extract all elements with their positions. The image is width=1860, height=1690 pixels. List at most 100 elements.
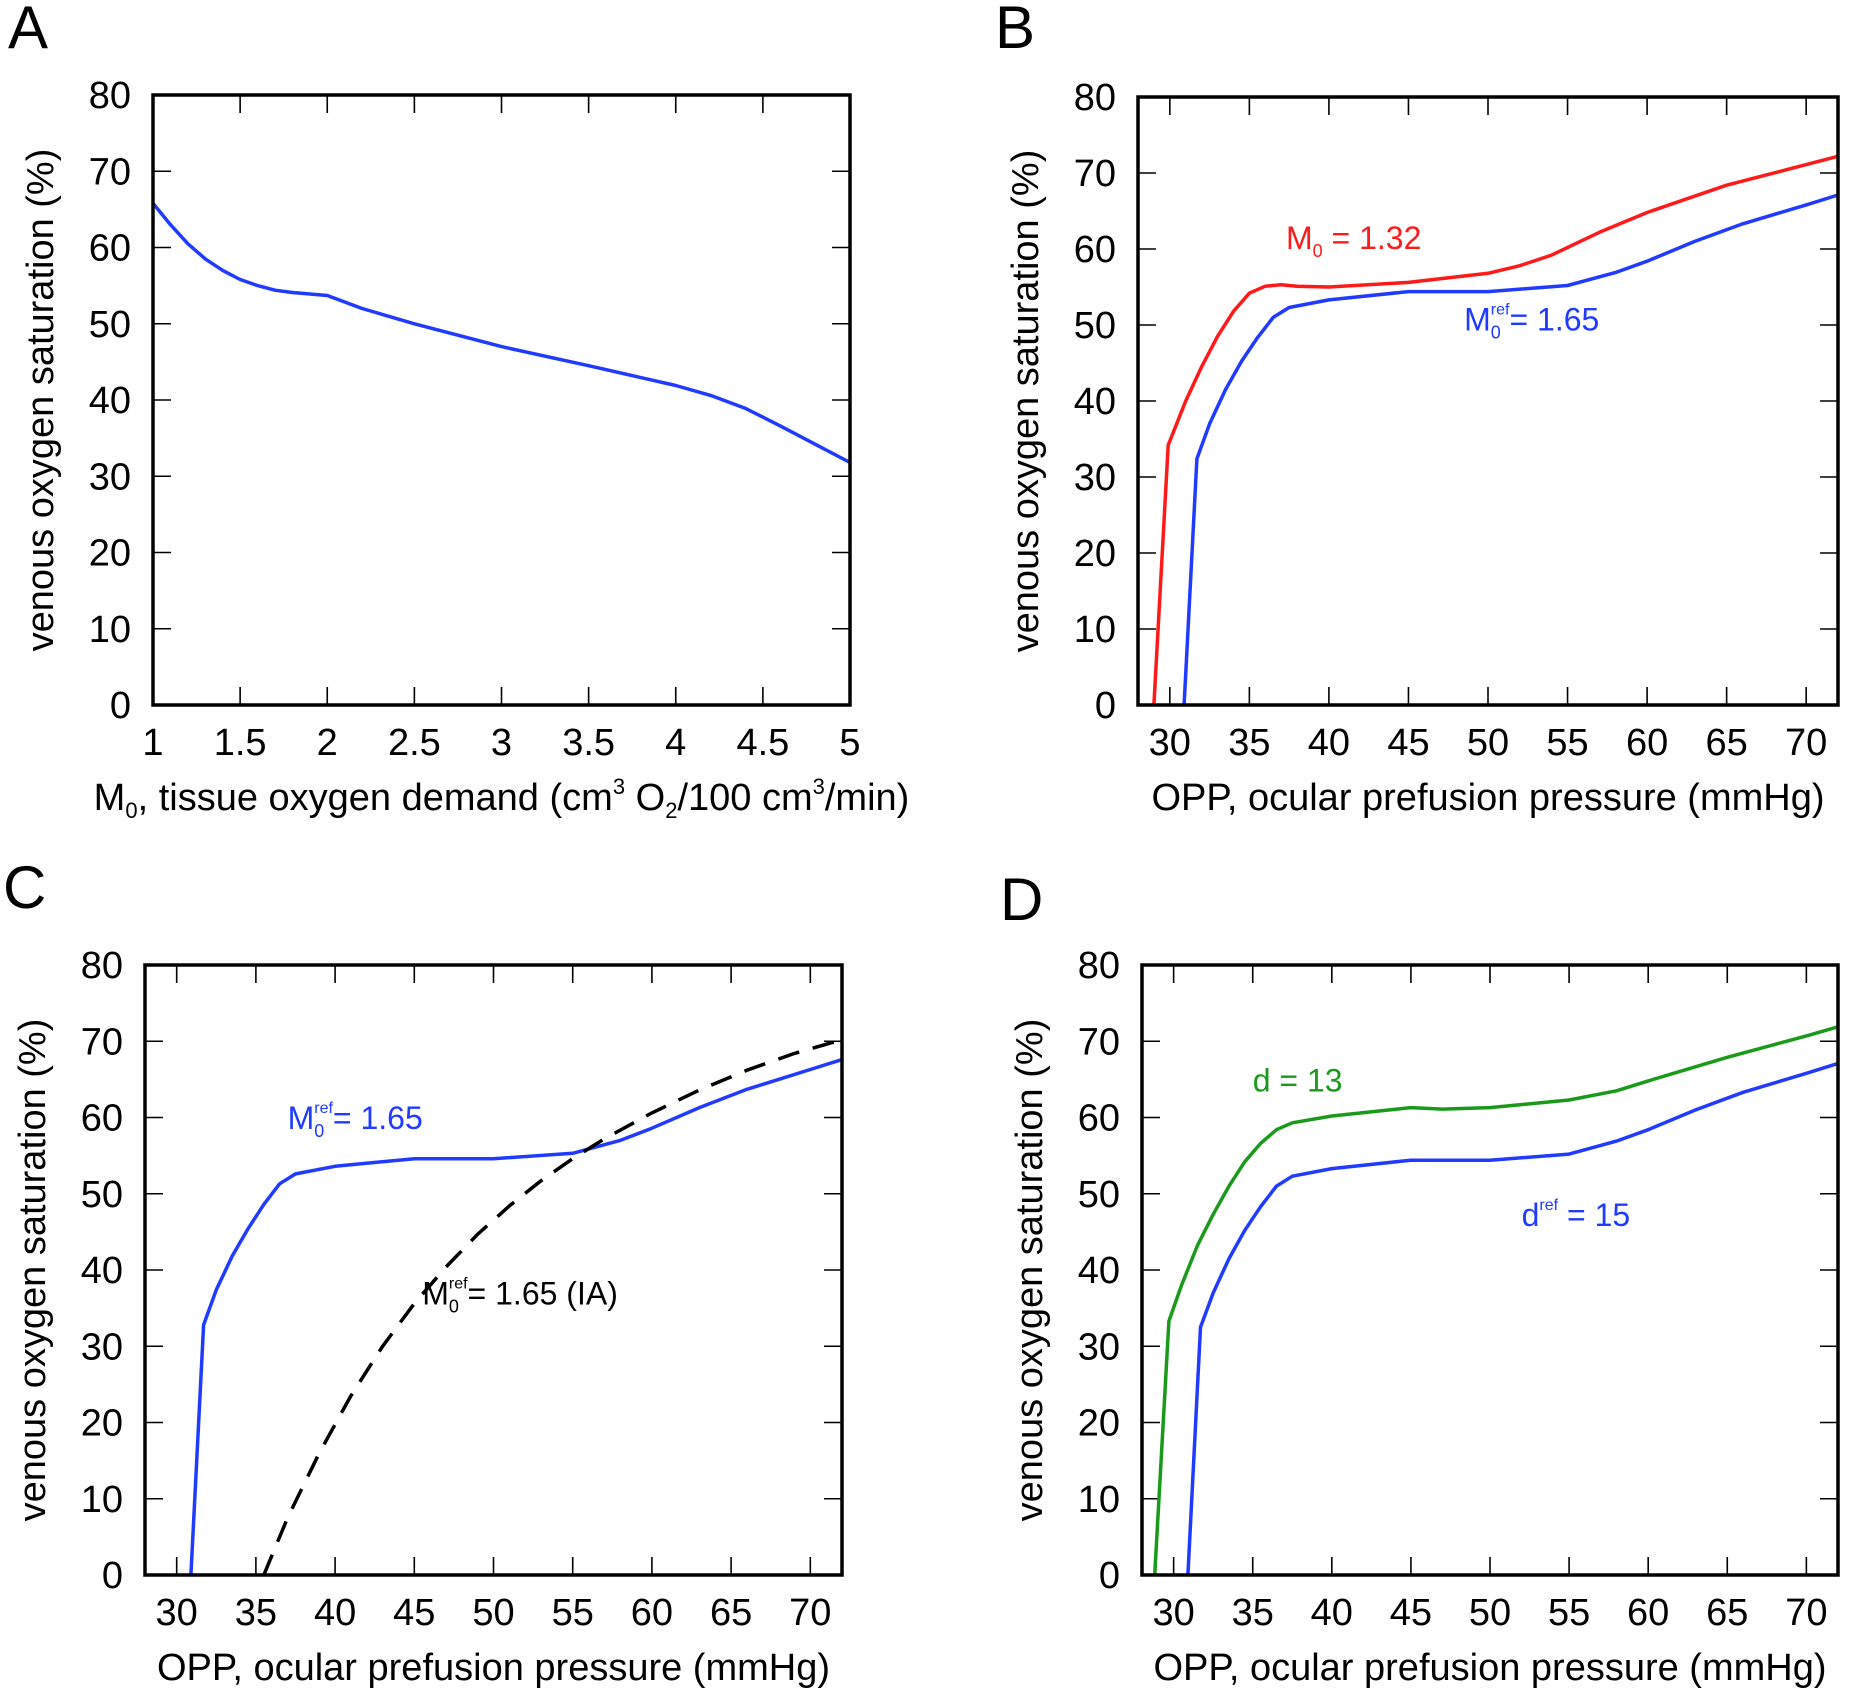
x-tick-label: 40	[314, 1592, 356, 1634]
x-tick-label: 70	[1785, 722, 1827, 764]
y-tick-label: 50	[89, 304, 131, 346]
x-tick-label: 65	[1706, 1592, 1748, 1634]
x-tick-label: 60	[1626, 722, 1668, 764]
panel-letter: C	[3, 854, 46, 921]
y-tick-label: 80	[81, 945, 123, 987]
x-tick-label: 70	[789, 1592, 831, 1634]
x-tick-label: 65	[710, 1592, 752, 1634]
x-axis-label: OPP, ocular prefusion pressure (mmHg)	[157, 1647, 830, 1689]
plot-frame	[1140, 963, 1840, 1577]
y-tick-label: 20	[1074, 533, 1116, 575]
y-tick-label: 0	[102, 1555, 123, 1597]
y-tick-label: 20	[1078, 1403, 1120, 1445]
y-tick-label: 60	[89, 228, 131, 270]
y-tick-label: 20	[89, 533, 131, 575]
plot-frame	[151, 93, 852, 707]
y-tick-label: 70	[1074, 153, 1116, 195]
annotation: dref = 15	[1522, 1197, 1631, 1233]
series-line-2	[1182, 193, 1839, 706]
x-tick-label: 3.5	[562, 722, 615, 764]
annotation: M0ref= 1.65 (IA)	[422, 1275, 618, 1316]
x-tick-label: 40	[1311, 1592, 1353, 1634]
y-tick-label: 10	[1078, 1479, 1120, 1521]
y-tick-label: 40	[81, 1250, 123, 1292]
y-tick-label: 40	[1074, 381, 1116, 423]
x-tick-label: 55	[1548, 1592, 1590, 1634]
x-tick-label: 50	[472, 1592, 514, 1634]
series-line-1	[1152, 154, 1839, 706]
x-tick-label: 2	[317, 722, 338, 764]
y-axis-label: venous oxygen saturation (%)	[12, 1019, 54, 1522]
series-line-2	[262, 1038, 843, 1576]
y-tick-label: 30	[1074, 457, 1116, 499]
x-tick-label: 1	[142, 722, 163, 764]
x-tick-label: 50	[1469, 1592, 1511, 1634]
y-tick-label: 10	[89, 609, 131, 651]
y-tick-label: 10	[81, 1479, 123, 1521]
series-line-2	[1186, 1061, 1839, 1576]
x-axis-label: OPP, ocular prefusion pressure (mmHg)	[1152, 777, 1825, 819]
annotation: M0ref= 1.65	[288, 1100, 423, 1141]
y-axis-label: venous oxygen saturation (%)	[1005, 150, 1047, 653]
y-tick-label: 60	[1078, 1098, 1120, 1140]
y-tick-label: 0	[110, 685, 131, 727]
panel-letter: D	[1000, 866, 1043, 933]
x-tick-label: 35	[235, 1592, 277, 1634]
x-tick-label: 45	[1390, 1592, 1432, 1634]
x-tick-label: 50	[1467, 722, 1509, 764]
y-tick-label: 50	[1078, 1174, 1120, 1216]
y-tick-label: 60	[81, 1098, 123, 1140]
y-tick-label: 30	[89, 456, 131, 498]
y-tick-label: 30	[1078, 1326, 1120, 1368]
panel-d: D 30 35 40 45 50 55 60 65 70 0 10 20 30 40 50 60 70 80 d = …	[1000, 866, 1840, 1689]
y-tick-label: 80	[89, 75, 131, 117]
x-tick-label: 45	[1387, 722, 1429, 764]
y-tick-label: 50	[1074, 305, 1116, 347]
x-tick-label: 2.5	[388, 722, 441, 764]
y-tick-label: 30	[81, 1326, 123, 1368]
panel-a: A11.522.533.544.5501020304050607080M0​, …	[8, 0, 909, 823]
x-tick-label: 55	[1546, 722, 1588, 764]
panel-c: C 30 35 40 45 50 55 60 65 70 0 10 20 30 40 50 60 70 80 M0re…	[3, 854, 844, 1689]
x-tick-label: 30	[1149, 722, 1191, 764]
y-tick-label: 70	[81, 1021, 123, 1063]
y-tick-label: 60	[1074, 229, 1116, 271]
x-tick-label: 30	[1152, 1592, 1194, 1634]
x-tick-label: 4	[665, 722, 686, 764]
y-tick-label: 70	[1078, 1021, 1120, 1063]
x-tick-label: 45	[393, 1592, 435, 1634]
y-tick-label: 80	[1078, 945, 1120, 987]
plot-frame	[143, 963, 844, 1577]
x-tick-label: 35	[1228, 722, 1270, 764]
x-axis-label: M0​, tissue oxygen demand (cm3​ O2​/100 …	[94, 774, 910, 823]
x-tick-label: 30	[156, 1592, 198, 1634]
annotation: M0ref= 1.65	[1464, 301, 1599, 342]
x-tick-label: 60	[631, 1592, 673, 1634]
series-line-1	[189, 1057, 843, 1576]
annotation: M0 = 1.32	[1286, 220, 1421, 261]
y-axis-label: venous oxygen saturation (%)	[1009, 1019, 1051, 1522]
y-tick-label: 10	[1074, 609, 1116, 651]
y-tick-label: 50	[81, 1174, 123, 1216]
x-tick-label: 3	[491, 722, 512, 764]
panel-letter: B	[995, 0, 1035, 61]
panel-letter: A	[8, 0, 48, 61]
x-tick-label: 40	[1308, 722, 1350, 764]
x-tick-label: 65	[1705, 722, 1747, 764]
x-axis-label: OPP, ocular prefusion pressure (mmHg)	[1154, 1647, 1827, 1689]
x-tick-label: 35	[1232, 1592, 1274, 1634]
y-tick-label: 70	[89, 151, 131, 193]
series-line-1	[151, 202, 851, 465]
y-tick-label: 0	[1099, 1555, 1120, 1597]
x-tick-label: 1.5	[214, 722, 267, 764]
y-tick-label: 0	[1095, 685, 1116, 727]
plot-frame	[1136, 95, 1840, 707]
panel-b: B 30 35 40 45 50 55 60 65 70 0 10 20 30 40 50 60 70 80 M0 =…	[995, 0, 1840, 819]
y-axis-label: venous oxygen saturation (%)	[20, 149, 62, 652]
y-tick-label: 80	[1074, 77, 1116, 119]
x-tick-label: 60	[1627, 1592, 1669, 1634]
y-tick-label: 40	[89, 380, 131, 422]
y-tick-label: 20	[81, 1403, 123, 1445]
series-line-1	[1152, 1025, 1839, 1576]
